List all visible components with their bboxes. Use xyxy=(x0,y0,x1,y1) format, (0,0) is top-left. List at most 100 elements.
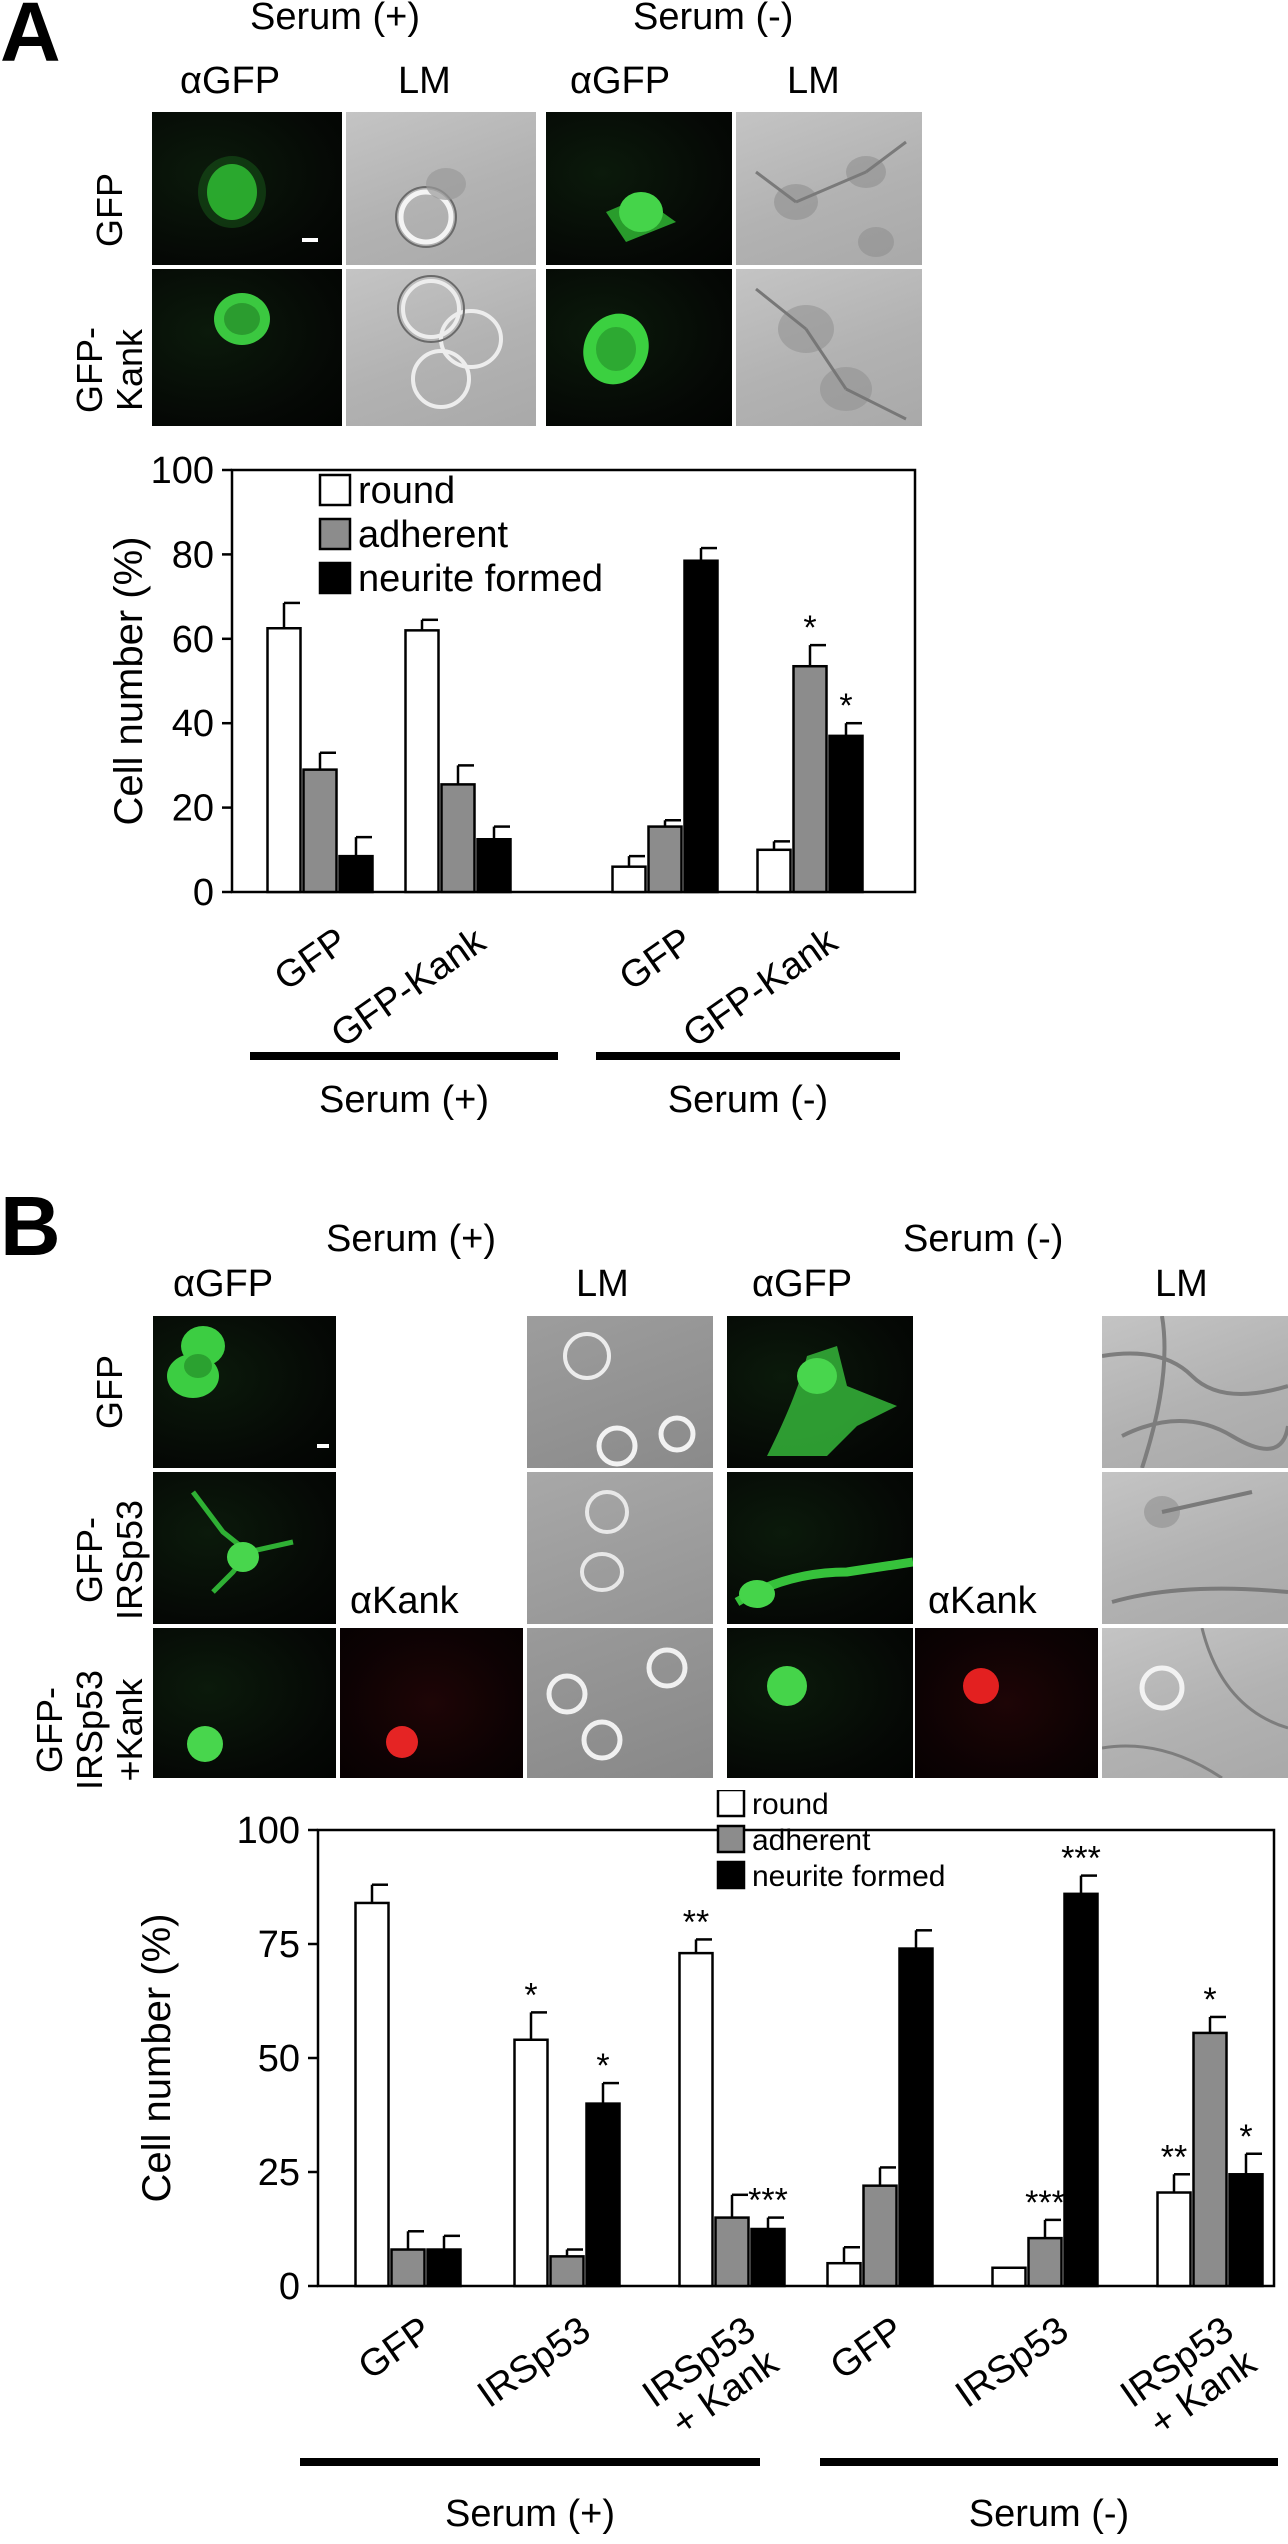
significance-mark: * xyxy=(524,1976,537,2014)
micrograph-b-gfp-serum-plus-agfp xyxy=(153,1316,336,1468)
micrograph-b-kank-serum-minus-agfp xyxy=(727,1628,913,1778)
panel-a-col-agfp-2: αGFP xyxy=(570,60,671,102)
legend-label: round xyxy=(752,1790,829,1821)
panel-b-col-lm-2: LM xyxy=(1155,1263,1208,1305)
bar-adherent xyxy=(390,2248,426,2288)
group-label: Serum (+) xyxy=(445,2493,615,2535)
panel-b-row-label-gfp-irsp53: GFP- IRSp53 xyxy=(69,1499,150,1621)
panel-b-col-agfp-2: αGFP xyxy=(752,1263,853,1305)
x-tick-label: GFP xyxy=(267,920,355,999)
panel-a-col-lm-2: LM xyxy=(787,60,840,102)
significance-mark: *** xyxy=(1061,1840,1101,1878)
significance-mark: * xyxy=(596,2047,609,2085)
bar-round xyxy=(404,629,440,894)
plot-frame xyxy=(230,468,917,894)
x-tick-label: GFP xyxy=(823,2309,911,2388)
micrograph-b-kank-serum-minus-lm xyxy=(1102,1628,1288,1778)
micrograph-a-gfp-serum-plus-lm xyxy=(346,112,536,265)
legend-label: neurite formed xyxy=(358,558,603,600)
micrograph-b-kank-serum-plus-agfp xyxy=(153,1628,336,1778)
legend-label: neurite formed xyxy=(752,1860,945,1893)
bar-adherent xyxy=(714,2216,750,2288)
significance-mark: *** xyxy=(748,2182,788,2220)
micrograph-a-kank-serum-plus-lm xyxy=(346,269,536,426)
group-bar xyxy=(250,1052,558,1060)
y-tick-label: 60 xyxy=(172,619,214,661)
bar-round xyxy=(354,1901,390,2288)
bar-neurite-formed xyxy=(585,2102,621,2288)
significance-mark: * xyxy=(1239,2118,1252,2156)
panel-a-serum-minus-header: Serum (-) xyxy=(633,0,794,38)
bar-round xyxy=(756,848,792,894)
bar-neurite-formed xyxy=(338,854,374,894)
y-axis-label: Cell number (%) xyxy=(107,537,151,826)
micrograph-b-gfp-serum-minus-agfp xyxy=(727,1316,913,1468)
chart-a: 0 20 40 60 80 100 Cell number (%) * * roundadhere… xyxy=(107,450,917,1121)
bar-adherent xyxy=(549,2255,585,2288)
micrograph-b-irsp53-serum-plus-agfp xyxy=(153,1472,336,1624)
panel-b-serum-minus-header: Serum (-) xyxy=(903,1218,1064,1260)
panel-a-serum-plus-header: Serum (+) xyxy=(250,0,420,38)
bar-neurite-formed xyxy=(750,2227,786,2288)
micrograph-a-kank-serum-minus-lm xyxy=(736,269,922,426)
group-label: Serum (+) xyxy=(319,1079,489,1121)
x-tick-label: GFP xyxy=(351,2309,439,2388)
bar-round xyxy=(513,2038,549,2288)
significance-mark: * xyxy=(803,609,816,647)
bar-neurite-formed xyxy=(1228,2173,1264,2288)
y-tick-label: 80 xyxy=(172,534,214,576)
bar-round xyxy=(266,627,302,894)
group-bar xyxy=(300,2458,760,2466)
micrograph-a-kank-serum-plus-agfp xyxy=(152,269,342,426)
bar-adherent xyxy=(862,2184,898,2288)
y-tick-label: 50 xyxy=(258,2038,300,2080)
panel-b-letter: B xyxy=(0,1179,61,1273)
significance-mark: *** xyxy=(1025,2184,1065,2222)
x-tick-label: IRSp53 xyxy=(470,2309,598,2416)
legend-swatch xyxy=(716,1790,746,1818)
significance-mark: * xyxy=(1203,1981,1216,2019)
bar-adherent xyxy=(440,783,476,894)
y-tick-label: 0 xyxy=(193,872,214,914)
panel-a-row-label-gfp-kank: GFP- Kank xyxy=(69,327,150,413)
y-axis-label: Cell number (%) xyxy=(135,1914,179,2203)
bar-round xyxy=(1156,2191,1192,2288)
x-tick-label: IRSp53+ Kank xyxy=(635,2308,787,2448)
bar-round xyxy=(826,2261,862,2288)
group-label: Serum (-) xyxy=(668,1079,828,1121)
x-tick-label: GFP-Kank xyxy=(324,919,494,1056)
micrograph-a-gfp-serum-plus-agfp xyxy=(152,112,342,265)
legend-label: adherent xyxy=(752,1824,871,1857)
panel-b-akank-label-2: αKank xyxy=(928,1580,1037,1622)
bar-adherent xyxy=(1027,2236,1063,2288)
bar-adherent xyxy=(647,825,683,894)
significance-mark: ** xyxy=(1161,2138,1187,2176)
panel-b-serum-plus-header: Serum (+) xyxy=(326,1218,496,1260)
y-tick-label: 100 xyxy=(151,450,214,492)
plot-frame xyxy=(316,1828,1276,2288)
panel-b-col-lm-1: LM xyxy=(576,1263,629,1305)
micrograph-b-kank-serum-plus-lm xyxy=(527,1628,713,1778)
micrograph-b-kank-serum-minus-akank xyxy=(915,1628,1098,1778)
x-tick-label: IRSp53 xyxy=(948,2309,1076,2416)
micrograph-b-kank-serum-plus-akank xyxy=(340,1628,523,1778)
group-bar xyxy=(820,2458,1278,2466)
legend-label: round xyxy=(358,470,455,512)
y-tick-label: 20 xyxy=(172,788,214,830)
y-tick-label: 40 xyxy=(172,703,214,745)
panel-a-row-label-gfp: GFP xyxy=(89,173,130,248)
x-tick-label: GFP xyxy=(612,920,700,999)
group-bar xyxy=(596,1052,900,1060)
y-tick-label: 75 xyxy=(258,1924,300,1966)
x-tick-label: GFP-Kank xyxy=(676,919,846,1056)
micrograph-a-gfp-serum-minus-agfp xyxy=(546,112,732,265)
panel-b-col-agfp-1: αGFP xyxy=(173,1263,274,1305)
micrograph-b-gfp-serum-plus-lm xyxy=(527,1316,713,1468)
bar-neurite-formed xyxy=(828,734,864,894)
bar-round xyxy=(991,2266,1027,2288)
bar-adherent xyxy=(1192,2031,1228,2288)
panel-b-akank-label-1: αKank xyxy=(350,1580,459,1622)
micrograph-b-gfp-serum-minus-lm xyxy=(1102,1316,1288,1468)
bar-adherent xyxy=(302,768,338,894)
